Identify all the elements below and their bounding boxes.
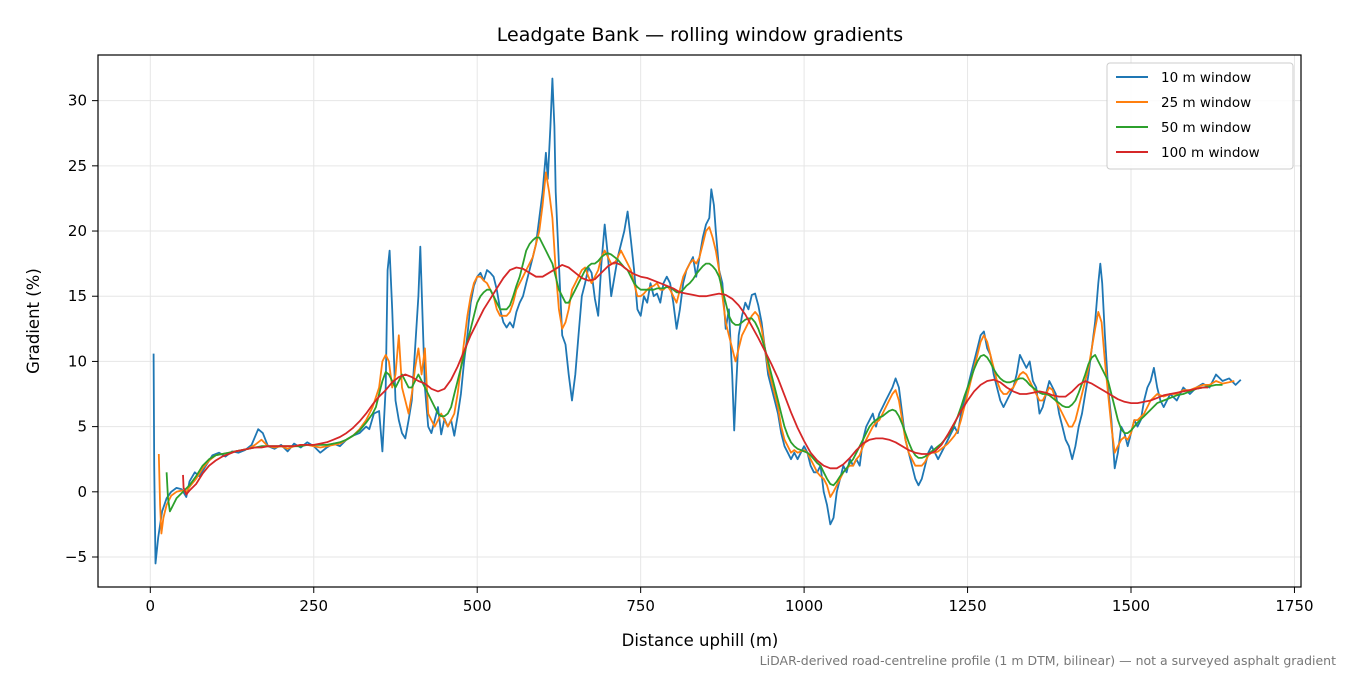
x-tick-label: 250: [299, 597, 328, 615]
y-axis-label: Gradient (%): [24, 268, 43, 374]
x-axis-label: Distance uphill (m): [622, 631, 779, 650]
series-line-100-m-window: [182, 261, 1209, 496]
x-tick-label: 500: [463, 597, 492, 615]
y-tick-label: 25: [68, 157, 87, 175]
series-lines: [152, 77, 1242, 565]
x-tick-label: 1500: [1112, 597, 1150, 615]
y-tick-label: 0: [77, 483, 87, 501]
x-axis-ticks: 0 250 500 750 1000 1250 1500 1750: [146, 587, 1314, 615]
y-tick-label: 20: [68, 222, 87, 240]
legend-label-50-m-window: 50 m window: [1161, 120, 1251, 136]
series-line-50-m-window: [165, 236, 1223, 513]
legend-label-25-m-window: 25 m window: [1161, 95, 1251, 111]
grid-lines: [98, 55, 1301, 587]
y-tick-label: 15: [68, 287, 87, 305]
x-tick-label: 1250: [948, 597, 986, 615]
legend-label-100-m-window: 100 m window: [1161, 145, 1260, 161]
legend: 10 m window 25 m window 50 m window 100 m w…: [1106, 62, 1294, 170]
legend-label-10-m-window: 10 m window: [1161, 70, 1251, 86]
x-tick-label: 1750: [1275, 597, 1313, 615]
x-tick-label: 0: [146, 597, 156, 615]
y-axis-ticks: −5 0 5 10 15 20 25 30: [65, 92, 98, 566]
footnote: LiDAR-derived road-centreline profile (1…: [760, 653, 1336, 668]
legend-box: [1106, 62, 1294, 170]
x-tick-label: 1000: [785, 597, 823, 615]
chart-title: Leadgate Bank — rolling window gradients: [497, 24, 903, 46]
plot-frame: [97, 54, 1302, 588]
y-tick-label: 30: [68, 92, 87, 110]
x-tick-label: 750: [626, 597, 655, 615]
y-tick-label: 10: [68, 352, 87, 370]
y-tick-label: −5: [65, 548, 87, 566]
y-tick-label: 5: [77, 418, 87, 436]
